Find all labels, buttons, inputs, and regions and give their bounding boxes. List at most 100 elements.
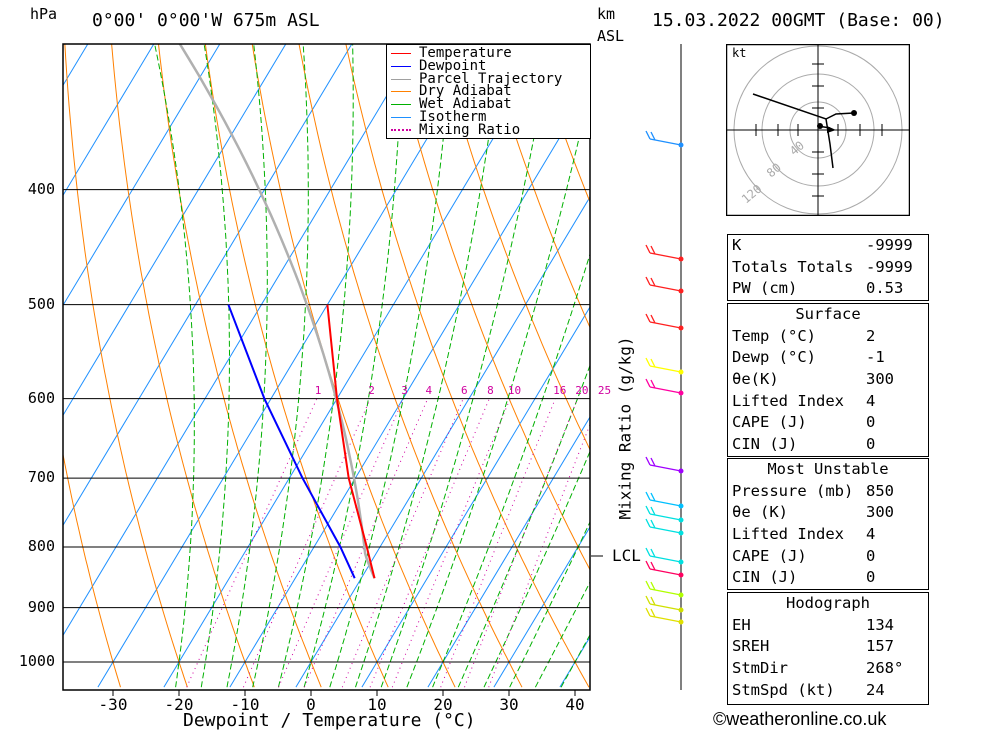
index-label: StmDir (732, 659, 788, 678)
mixing-ratio-label: 4 (425, 384, 433, 398)
datetime-label: 15.03.2022 00GMT (Base: 00) (652, 10, 945, 31)
legend-item: Wet Adiabat (391, 97, 512, 111)
index-row: CAPE (J) 0 (728, 546, 928, 568)
pressure-tick-label: 700 (27, 468, 55, 487)
location-label: 0°00' 0°00'W 675m ASL (92, 10, 320, 31)
barb-flag (650, 358, 656, 368)
legend-swatch (391, 65, 411, 67)
copyright: ©weatheronline.co.uk (713, 709, 887, 729)
barb-flag (650, 596, 656, 606)
hpa-unit-label: hPa (30, 5, 58, 23)
barb-shaft (649, 513, 682, 521)
barb-flag (645, 357, 651, 367)
barb-flag (650, 548, 656, 558)
wet-adiabat-line (432, 252, 590, 688)
barb-flag (645, 491, 651, 501)
dry-adiabat-line (157, 44, 322, 688)
barb-flag (645, 276, 651, 286)
barb-shaft (649, 365, 682, 373)
isotherm-line (427, 416, 590, 688)
dry-adiabat-line (64, 44, 188, 688)
wind-barbs (645, 130, 684, 625)
index-label: CAPE (J) (732, 546, 807, 565)
wet-adiabat-line (329, 44, 453, 688)
mixing-ratio-line (488, 423, 590, 688)
wind-barb (645, 491, 682, 507)
hodo-trace (752, 93, 855, 120)
mixing-ratio-label: 25 (597, 384, 612, 398)
index-value: 0 (866, 413, 876, 432)
isotherm-line (361, 306, 590, 688)
km-label: km (597, 5, 616, 23)
mixing-ratio-axis-label: Mixing Ratio (g/kg) (615, 336, 635, 520)
barb-shaft (649, 386, 682, 394)
pressure-tick-label: 800 (27, 536, 55, 555)
x-axis-ticks (112, 690, 576, 696)
pressure-tick-label: 400 (27, 179, 55, 198)
barb-flag (650, 506, 656, 516)
wind-barb (645, 595, 682, 611)
legend-item: Temperature (391, 46, 512, 60)
wet-adiabat-line (457, 364, 590, 688)
wind-barb (645, 607, 682, 623)
index-value: 24 (866, 680, 885, 699)
dry-adiabat-line (63, 451, 121, 688)
legend-label: Dry Adiabat (419, 83, 512, 100)
wind-barb (645, 560, 682, 576)
index-value: 4 (866, 525, 876, 544)
pressure-tick-label: 1000 (18, 652, 55, 670)
index-row: Pressure (mb) 850 (728, 481, 928, 503)
index-label: θe(K) (732, 370, 779, 389)
legend-swatch (391, 104, 411, 106)
wet-adiabat-line (154, 44, 195, 688)
asl-label: ASL (597, 27, 625, 45)
index-label: CAPE (J) (732, 413, 807, 432)
barb-shaft (649, 603, 682, 611)
mixing-ratio-label: 10 (507, 384, 522, 398)
index-value: 0.53 (866, 279, 904, 298)
x-tick-label: 40 (565, 695, 585, 714)
barb-flag (645, 595, 651, 605)
indices-top-panel: K -9999 Totals Totals -9999 PW (cm) 0.53 (727, 234, 929, 302)
legend-label: Dewpoint (419, 57, 487, 74)
index-row: EH 134 (728, 615, 928, 637)
wet-adiabat-line (509, 520, 590, 688)
surface-title: Surface (795, 305, 861, 323)
dry-adiabat-line (111, 44, 255, 688)
mixing-ratio-label: 6 (461, 384, 468, 398)
legend-item: Dry Adiabat (391, 83, 512, 100)
index-row: K -9999 (728, 235, 928, 257)
pressure-tick-label: 500 (27, 294, 55, 313)
index-label: K (732, 236, 742, 254)
mixing-ratio-line (440, 398, 556, 688)
wind-barb (645, 505, 682, 521)
mixing-ratio-line (391, 398, 511, 688)
isotherm-line (63, 44, 89, 87)
barb-shaft (649, 138, 682, 146)
mixing-ratio-label: 1 (314, 384, 322, 398)
mixing-ratio-label: 16 (553, 384, 567, 398)
barb-flag (645, 313, 651, 323)
index-row: CIN (J) 0 (728, 567, 928, 589)
most-unstable-title: Most Unstable (767, 460, 889, 478)
isotherm-line (63, 44, 287, 417)
index-row: Totals Totals -9999 (728, 257, 928, 279)
dry-adiabat-line (392, 44, 590, 571)
barb-flag (645, 130, 651, 140)
storm-motion-marker (827, 126, 836, 133)
isotherm-line (63, 44, 221, 307)
index-value: 4 (866, 391, 876, 410)
dewpoint-profile (227, 304, 356, 579)
mixing-ratio-line (341, 398, 464, 688)
index-value: 300 (866, 370, 894, 389)
wet-adiabat-line (483, 450, 590, 688)
index-label: Lifted Index (732, 525, 844, 544)
x-tick-label: -10 (230, 695, 260, 714)
pressure-tick-label: 900 (27, 597, 55, 616)
legend-swatch (391, 91, 411, 93)
dry-adiabat-line (298, 44, 523, 688)
wet-adiabat-line (380, 44, 552, 688)
hodograph: kt 40 80 120 (726, 44, 910, 216)
barb-flag (650, 519, 656, 529)
